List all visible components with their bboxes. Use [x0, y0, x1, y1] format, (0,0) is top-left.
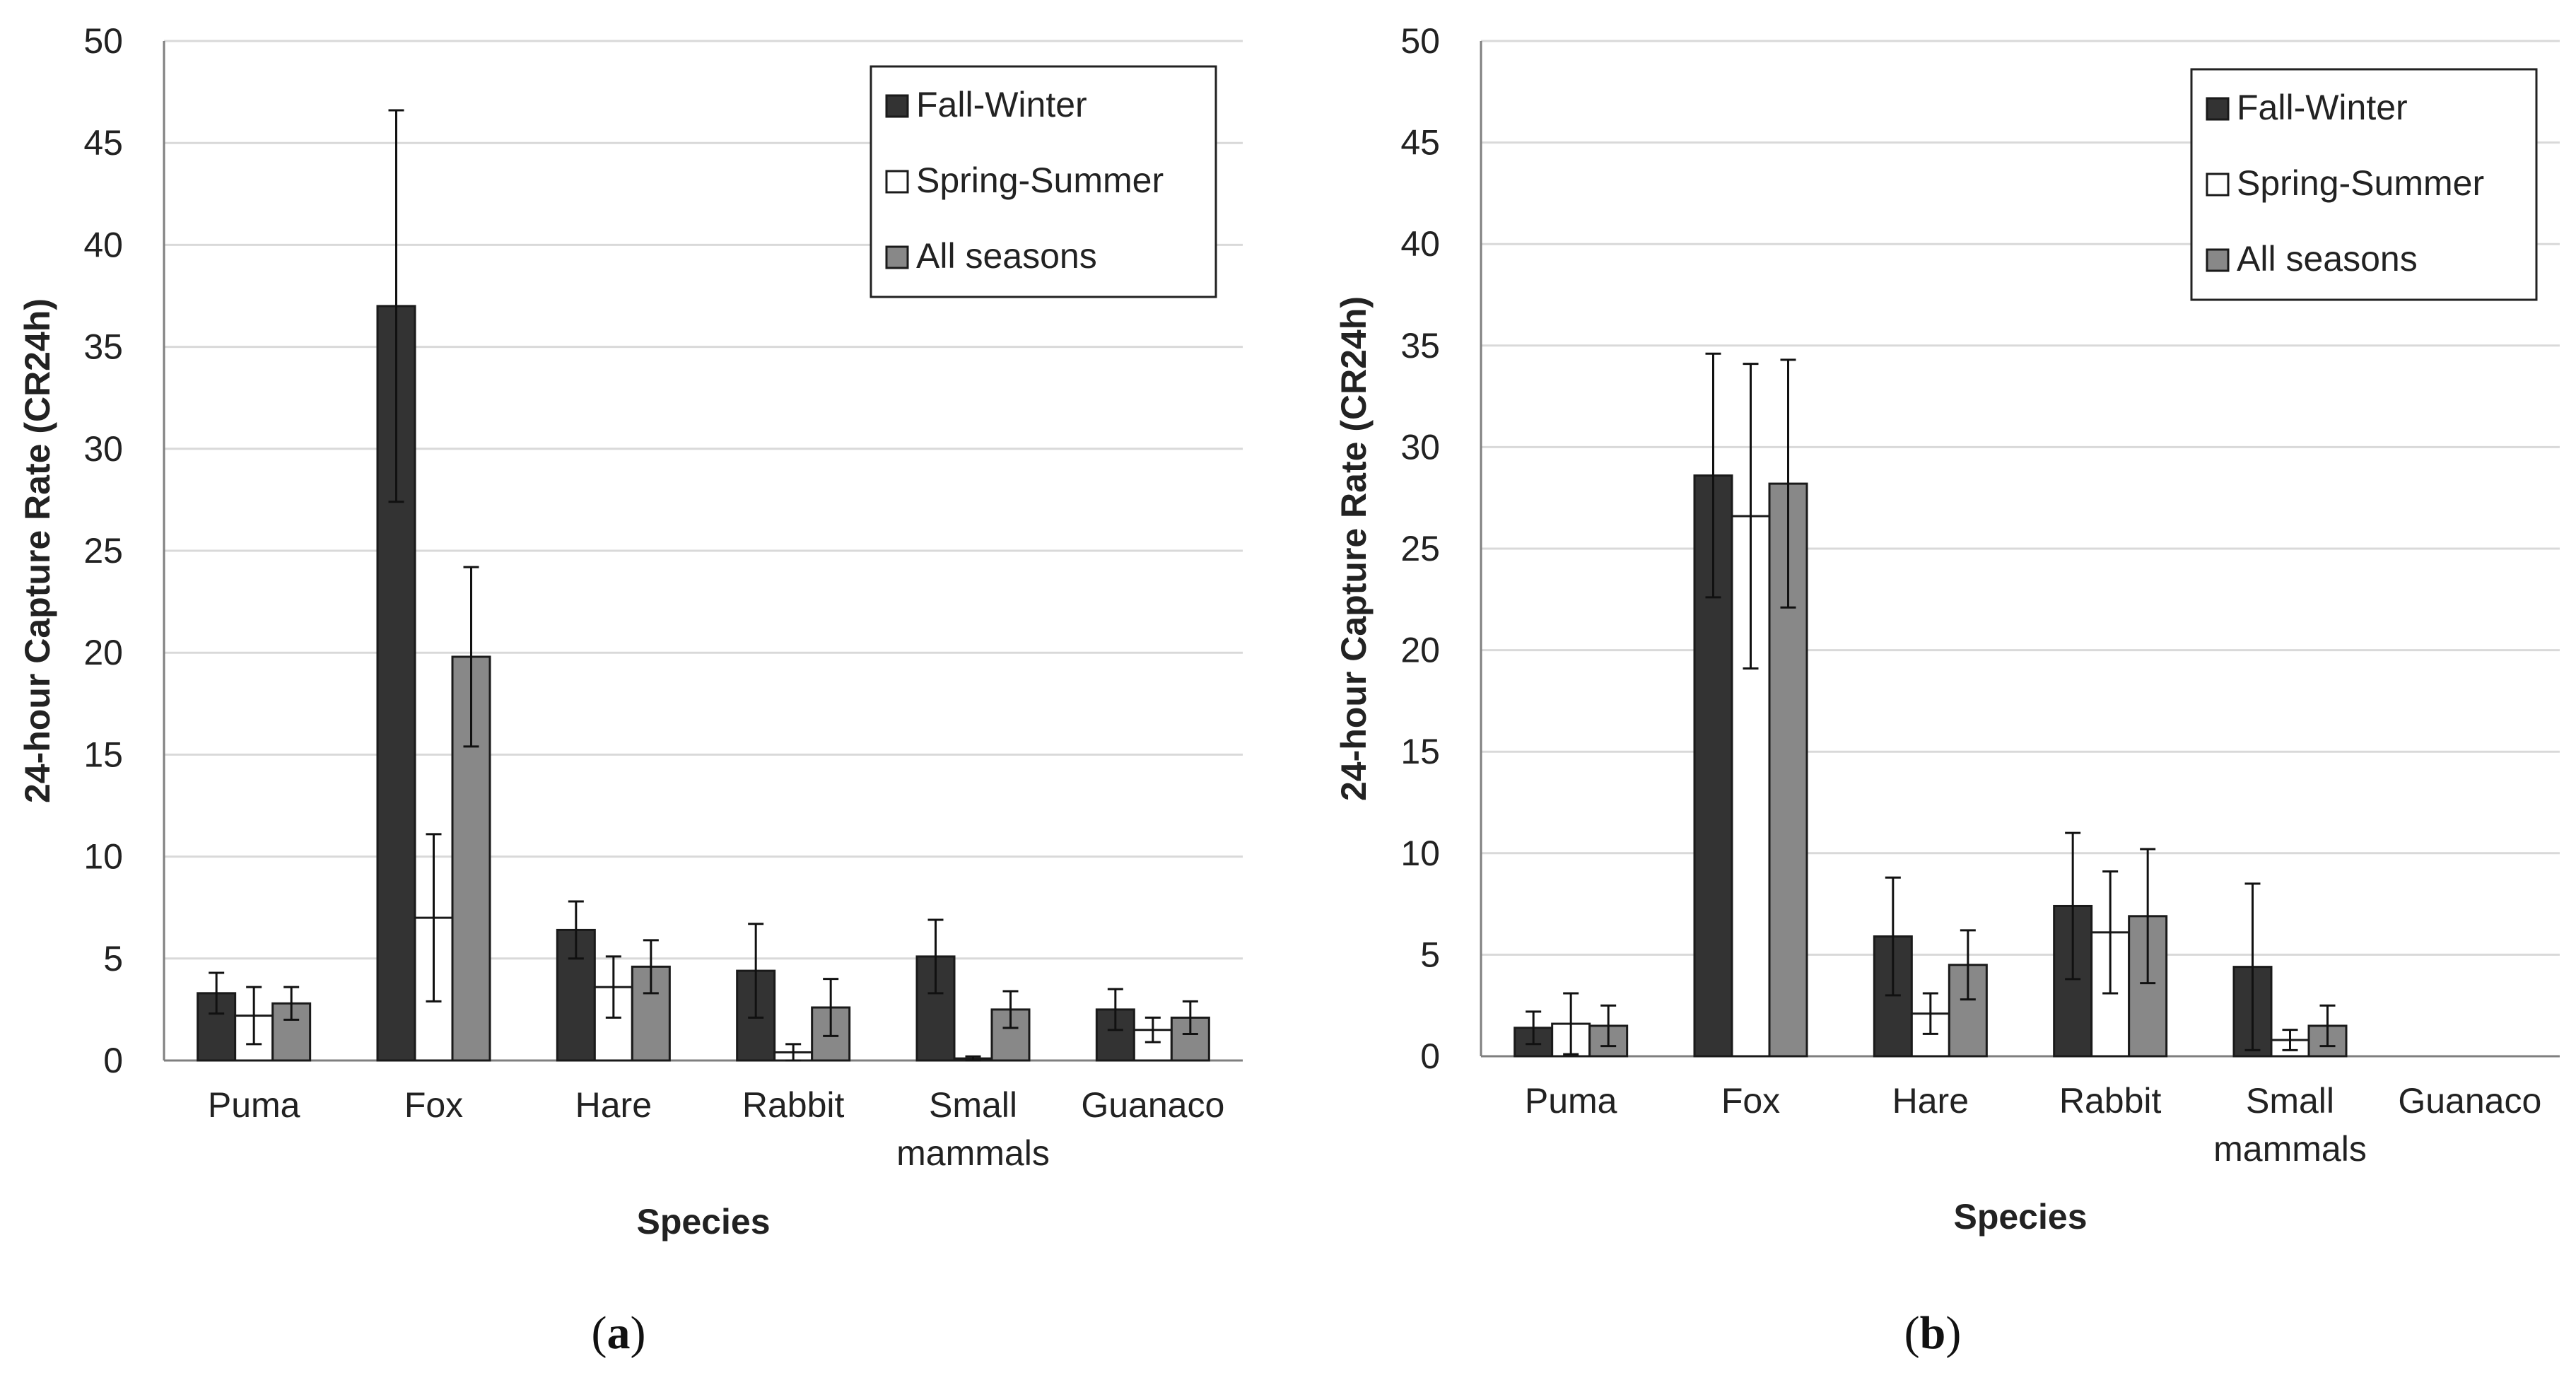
y-tick-label: 10	[1400, 834, 1440, 873]
legend-label: Spring-Summer	[2237, 163, 2484, 203]
x-tick-label: Small mammals	[896, 1085, 1050, 1173]
legend-swatch	[2206, 248, 2230, 272]
legend-box	[870, 65, 1217, 298]
x-tick-label: Rabbit	[2059, 1081, 2162, 1121]
y-axis-title: 24-hour Capture Rate (CR24h)	[18, 298, 57, 803]
y-tick-label: 15	[1400, 732, 1440, 771]
y-tick-label: 25	[1400, 529, 1440, 568]
panel-label-b: (b)	[1904, 1307, 1962, 1359]
panel-label-a: (a)	[592, 1307, 646, 1359]
y-tick-label: 35	[1400, 326, 1440, 366]
x-tick-label: Fox	[404, 1085, 463, 1125]
y-tick-label: 40	[1400, 224, 1440, 264]
x-tick-label: Small mammals	[2213, 1081, 2367, 1169]
y-tick-label: 25	[83, 531, 123, 571]
y-tick-label: 5	[1420, 935, 1440, 974]
x-tick-label: Hare	[1892, 1081, 1969, 1121]
x-tick-label: Rabbit	[742, 1085, 845, 1125]
legend-swatch	[2206, 173, 2230, 197]
y-tick-label: 45	[1400, 123, 1440, 163]
y-tick-label: 5	[103, 939, 123, 978]
x-tick-label: Puma	[1525, 1081, 1617, 1121]
y-tick-label: 15	[83, 735, 123, 774]
legend-swatch	[885, 245, 909, 269]
y-tick-label: 45	[83, 123, 123, 163]
legend-label: Fall-Winter	[916, 85, 1087, 124]
legend-label: All seasons	[2237, 239, 2418, 279]
legend-label: Fall-Winter	[2237, 88, 2408, 127]
y-tick-label: 10	[83, 837, 123, 877]
y-tick-label: 35	[83, 327, 123, 367]
y-tick-label: 0	[1420, 1036, 1440, 1076]
y-tick-label: 50	[83, 21, 123, 61]
legend-swatch	[885, 170, 909, 194]
chart-panel-b: 0 5 10 15 20 25 30 35 40 45 50 Puma Fox Hare Rabbit Sma…	[1334, 21, 2560, 1237]
legend-swatch	[2206, 97, 2230, 121]
x-axis-title: Species	[636, 1202, 770, 1241]
y-tick-label: 30	[83, 429, 123, 469]
y-tick-label: 20	[1400, 631, 1440, 670]
y-tick-label: 30	[1400, 427, 1440, 467]
y-tick-label: 20	[83, 633, 123, 672]
x-tick-label: Fox	[1721, 1081, 1780, 1121]
legend-swatch	[885, 94, 909, 118]
legend-label: Spring-Summer	[916, 160, 1164, 200]
x-tick-label: Guanaco	[1081, 1085, 1224, 1125]
x-tick-label: Guanaco	[2398, 1081, 2541, 1121]
x-tick-label: Hare	[575, 1085, 652, 1125]
x-axis-title: Species	[1953, 1197, 2087, 1237]
legend-label: All seasons	[916, 236, 1097, 276]
chart-panel-a: 0 5 10 15 20 25 30 35 40 45 50 Puma Fox Hare Rabbit Sma…	[18, 21, 1243, 1241]
y-axis-title: 24-hour Capture Rate (CR24h)	[1334, 296, 1374, 801]
legend-box	[2190, 68, 2538, 301]
x-tick-label: Puma	[208, 1085, 300, 1125]
y-tick-label: 50	[1400, 21, 1440, 61]
y-tick-label: 0	[103, 1041, 123, 1080]
y-tick-label: 40	[83, 225, 123, 264]
bar-fall-winter	[1873, 935, 1913, 1058]
